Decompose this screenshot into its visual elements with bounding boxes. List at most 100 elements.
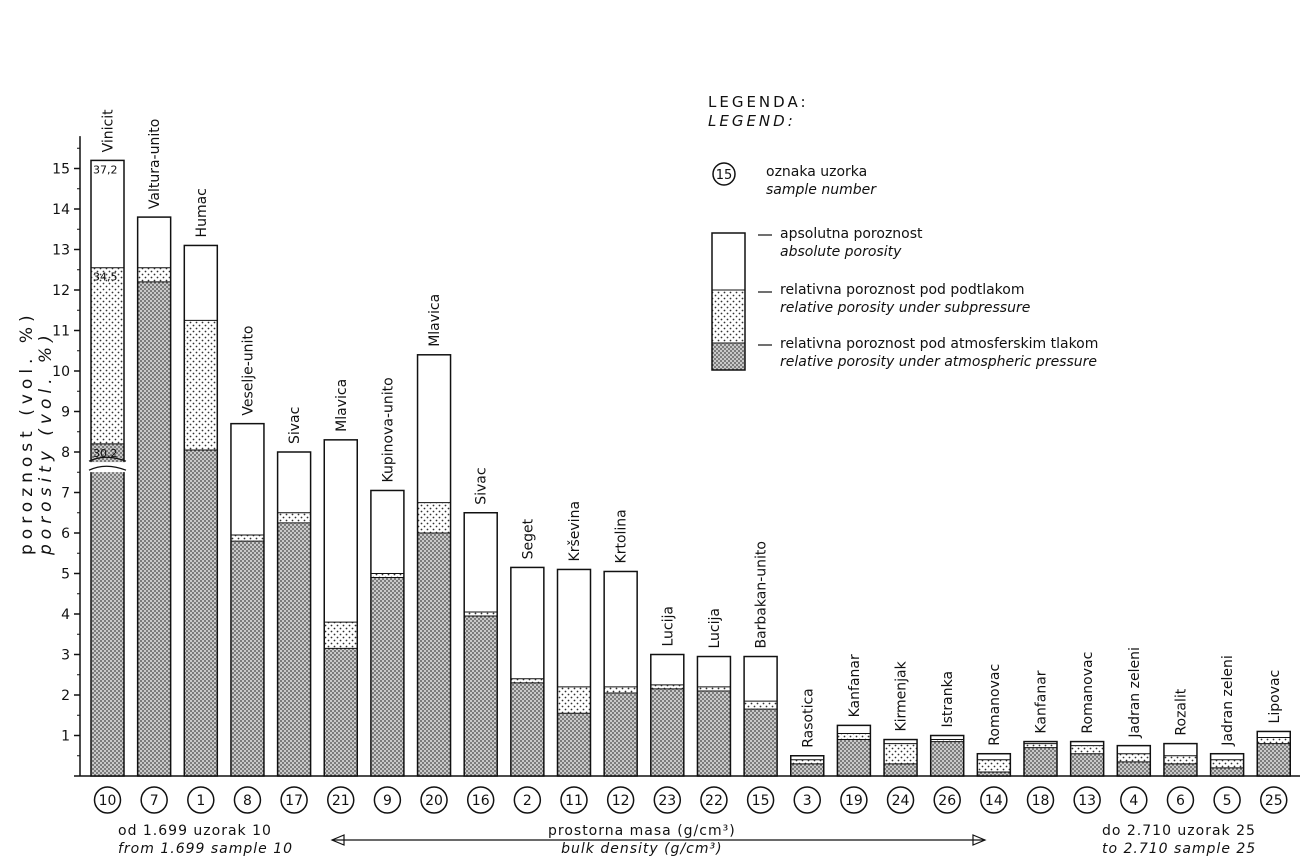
bar-absolute-outline <box>323 439 358 777</box>
bar-absolute-outline <box>1069 740 1105 777</box>
bar-atmospheric-segment <box>557 713 591 776</box>
bar-group: Jadran zeleni 5 <box>1209 655 1245 814</box>
y-tick-label: 5 <box>61 567 70 583</box>
bar-atmospheric-segment <box>230 541 264 776</box>
bar-group: Sivac 16 <box>463 467 498 814</box>
bar-group: Kirmenjak 24 <box>883 660 918 814</box>
bar-subpressure-segment <box>510 678 544 683</box>
bar-subpressure-segment <box>697 686 731 691</box>
bar-absolute-outline <box>1256 730 1291 777</box>
bar-atmospheric-segment <box>1210 767 1244 776</box>
sample-number-circle <box>606 786 635 814</box>
bar-absolute-outline <box>883 738 918 777</box>
footer <box>330 834 987 846</box>
footer-center-en: bulk density (g/cm³) <box>561 841 723 857</box>
y-tick-label: 7 <box>61 486 70 502</box>
sample-number-label: 11 <box>565 793 583 809</box>
bar-group: Veselje-unito 8 <box>230 325 265 814</box>
sample-number-circle <box>233 786 262 814</box>
bar-subpressure-segment <box>1210 759 1244 768</box>
bar-absolute-outline <box>416 354 452 777</box>
bar-group: Sivac 17 <box>276 407 312 814</box>
sample-number-circle <box>280 786 308 814</box>
arrow-left-head <box>330 834 345 846</box>
sample-number-circle <box>653 786 682 814</box>
bar-atmospheric-segment <box>697 690 731 776</box>
bar-group: Jadran zeleni 4 <box>1116 647 1152 814</box>
legend-sub-en: relative porosity under subpressure <box>780 300 1031 316</box>
sample-number-circle <box>746 786 775 814</box>
sample-number-label: 8 <box>243 793 252 809</box>
y-tick-label: 13 <box>52 243 70 259</box>
bar-absolute-outline <box>1209 752 1245 777</box>
legend-title-hr: LEGENDA: <box>708 93 809 111</box>
sample-number-label: 16 <box>472 793 490 809</box>
bar-group: Lucija 22 <box>696 608 732 814</box>
bar-atmospheric-segment <box>884 763 918 776</box>
bar-group: Valtura-unito 7 <box>136 119 172 814</box>
bar-name-label: Kanfanar <box>1034 670 1050 733</box>
legend-sub-hr: relativna poroznost pod podtlakom <box>780 282 1025 298</box>
footer-left-hr: od 1.699 uzorak 10 <box>118 823 272 839</box>
bar-name-label: Romanovac <box>1080 652 1096 734</box>
sample-number-label: 19 <box>845 793 863 809</box>
bar-subpressure-segment <box>650 684 684 689</box>
legend: 15 <box>711 162 772 371</box>
sample-number-label: 14 <box>985 793 1003 809</box>
bar-subpressure-segment <box>370 573 404 578</box>
y-tick-label: 15 <box>52 162 70 178</box>
sample-number-circle <box>1166 786 1195 814</box>
legend-atm-en: relative porosity under atmospheric pres… <box>780 354 1098 370</box>
sample-number-label: 26 <box>938 793 956 809</box>
bar-absolute-outline <box>183 244 219 777</box>
bar-name-label: Sivac <box>474 467 490 504</box>
bar-group: Humac 1 <box>183 188 219 814</box>
bar-name-label: Krševina <box>567 501 583 561</box>
sample-number-label: 20 <box>425 793 443 809</box>
sample-number-label: 15 <box>752 793 770 809</box>
bar-absolute-outline <box>510 566 545 777</box>
bar-absolute-outline <box>696 655 732 777</box>
bar-absolute-outline <box>463 512 498 777</box>
bar-absolute-outline <box>790 755 825 777</box>
sample-number-label: 12 <box>612 793 630 809</box>
bar-absolute-outline <box>370 489 405 777</box>
bar-name-label: Barbakan-unito <box>754 541 770 648</box>
bar-subpressure-segment <box>324 622 358 649</box>
bar-subpressure-segment <box>557 686 591 714</box>
bar-atmospheric-segment <box>744 709 778 776</box>
sample-number-circle <box>1213 786 1241 814</box>
bar-absolute-outline <box>136 216 172 777</box>
bar-atmospheric-segment <box>184 449 218 776</box>
y-tick-label: 12 <box>52 283 70 299</box>
bars: Vinicit 10 37,2 34,5 30,2 Valtura-unito 7 Humac… <box>88 109 1291 814</box>
sample-number-label: 3 <box>803 793 812 809</box>
bar-group: Kanfanar 18 <box>1023 670 1058 814</box>
bar-atmospheric-segment <box>137 281 171 776</box>
sample-number-circle <box>466 786 495 814</box>
legend-sample-en: sample number <box>766 182 876 198</box>
bar-subpressure-segment <box>977 759 1011 772</box>
sample-number-label: 1 <box>196 793 205 809</box>
legend-sample-symbol: 15 <box>716 168 733 183</box>
bar-name-label: Veselje-unito <box>240 325 256 415</box>
legend-abs-label: apsolutna poroznost absolute porosity <box>780 225 923 261</box>
bar-name-label: Jadran zeleni <box>1127 647 1143 738</box>
bar-subpressure-segment <box>930 739 964 742</box>
sample-number-circle <box>1260 786 1288 814</box>
legend-sub-swatch <box>712 290 745 343</box>
bar-name-label: Lipovac <box>1267 670 1283 724</box>
bar-subpressure-segment <box>1163 755 1197 764</box>
sample-number-label: 24 <box>892 793 910 809</box>
sample-number-label: 4 <box>1129 793 1138 809</box>
sample-number-label: 5 <box>1223 793 1232 809</box>
bar-subpressure-segment <box>1024 743 1057 748</box>
y-tick-label: 10 <box>52 364 70 380</box>
bar-subpressure-segment <box>464 611 498 617</box>
bar-subpressure-segment <box>604 686 638 693</box>
bar-atmospheric-segment <box>837 739 871 776</box>
sample-number-circle <box>700 786 728 814</box>
bar-name-label: Kupinova-unito <box>380 377 396 482</box>
bar-group: Kanfanar 19 <box>836 654 872 814</box>
